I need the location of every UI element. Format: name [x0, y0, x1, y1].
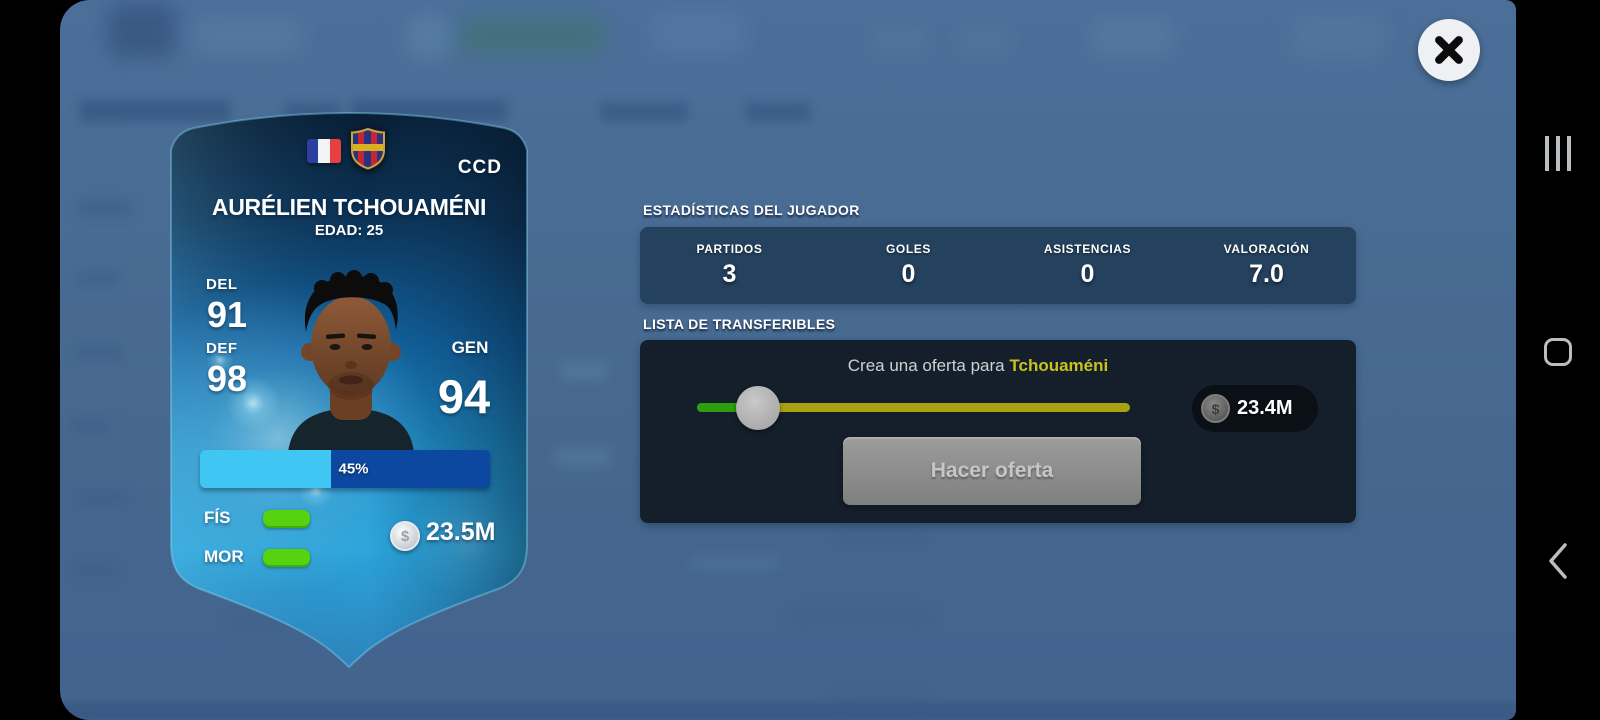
- stat-label: GOLES: [885, 242, 931, 256]
- slider-filled-track: [697, 403, 741, 412]
- offer-text: Crea una oferta para Tchouaméni: [640, 356, 1316, 376]
- back-icon: [1549, 543, 1567, 579]
- def-value: 98: [206, 358, 248, 399]
- del-label: DEL: [206, 276, 238, 293]
- offer-player-name: Tchouaméni: [1009, 356, 1109, 375]
- fis-condition-bar: [263, 510, 310, 528]
- del-value: 91: [206, 294, 248, 335]
- offer-slider-knob[interactable]: [735, 386, 780, 430]
- coin-icon: $: [1201, 394, 1230, 423]
- coin-icon: $: [390, 521, 420, 551]
- player-card: CCD AURÉLIEN TCHOUAMÉNI EDAD: 25 DEL 91 …: [168, 108, 530, 674]
- player-name: AURÉLIEN TCHOUAMÉNI: [211, 194, 487, 220]
- club-badge-icon: [350, 125, 386, 172]
- slider-track[interactable]: [697, 403, 1130, 412]
- stat-partidos: PARTIDOS 3: [640, 227, 819, 304]
- stat-label: VALORACIÓN: [1223, 242, 1310, 256]
- gen-label: GEN: [451, 338, 489, 357]
- stat-value: 7.0: [1249, 260, 1284, 288]
- recents-icon: [1545, 135, 1549, 171]
- offer-slider[interactable]: [697, 386, 1130, 430]
- france-flag-icon: [307, 139, 341, 163]
- mor-condition-bar: [263, 549, 310, 567]
- stat-asistencias: ASISTENCIAS 0: [998, 227, 1177, 304]
- fis-label: FÍS: [204, 508, 231, 527]
- def-label: DEF: [206, 340, 238, 357]
- stat-value: 0: [1080, 260, 1095, 288]
- transfer-section-title: LISTA DE TRANSFERIBLES: [643, 316, 836, 332]
- player-age: EDAD: 25: [314, 222, 384, 239]
- close-button[interactable]: [1418, 19, 1480, 81]
- stat-value: 0: [901, 260, 916, 288]
- back-button[interactable]: [1516, 541, 1600, 581]
- mor-label: MOR: [204, 547, 244, 566]
- offer-amount: 23.4M: [1237, 397, 1293, 419]
- progress-bar-fill: [200, 450, 331, 488]
- gen-value: 94: [437, 370, 491, 423]
- stats-panel: PARTIDOS 3 GOLES 0 ASISTENCIAS 0 VALORAC…: [640, 227, 1356, 304]
- progress-bar: 45%: [200, 450, 490, 488]
- market-value: 23.5M: [426, 518, 496, 546]
- progress-percent-label: 45%: [338, 460, 369, 478]
- stat-valoracion: VALORACIÓN 7.0: [1177, 227, 1356, 304]
- stat-label: ASISTENCIAS: [1043, 242, 1132, 256]
- stat-label: PARTIDOS: [696, 242, 763, 256]
- offer-prefix: Crea una oferta para: [847, 356, 1005, 375]
- stats-section-title: ESTADÍSTICAS DEL JUGADOR: [643, 202, 860, 218]
- close-icon: [1431, 32, 1467, 68]
- android-nav-bar: [1516, 0, 1600, 720]
- player-photo: [288, 270, 414, 452]
- make-offer-button[interactable]: Hacer oferta: [843, 437, 1141, 505]
- recent-apps-button[interactable]: [1516, 133, 1600, 173]
- home-icon: [1544, 338, 1572, 366]
- stat-goles: GOLES 0: [819, 227, 998, 304]
- position-label: CCD: [457, 157, 502, 178]
- transfer-panel: Crea una oferta para Tchouaméni $ 23.4M …: [640, 340, 1356, 523]
- home-button[interactable]: [1516, 336, 1600, 368]
- stat-value: 3: [722, 260, 737, 288]
- offer-amount-pill: $ 23.4M: [1192, 385, 1318, 432]
